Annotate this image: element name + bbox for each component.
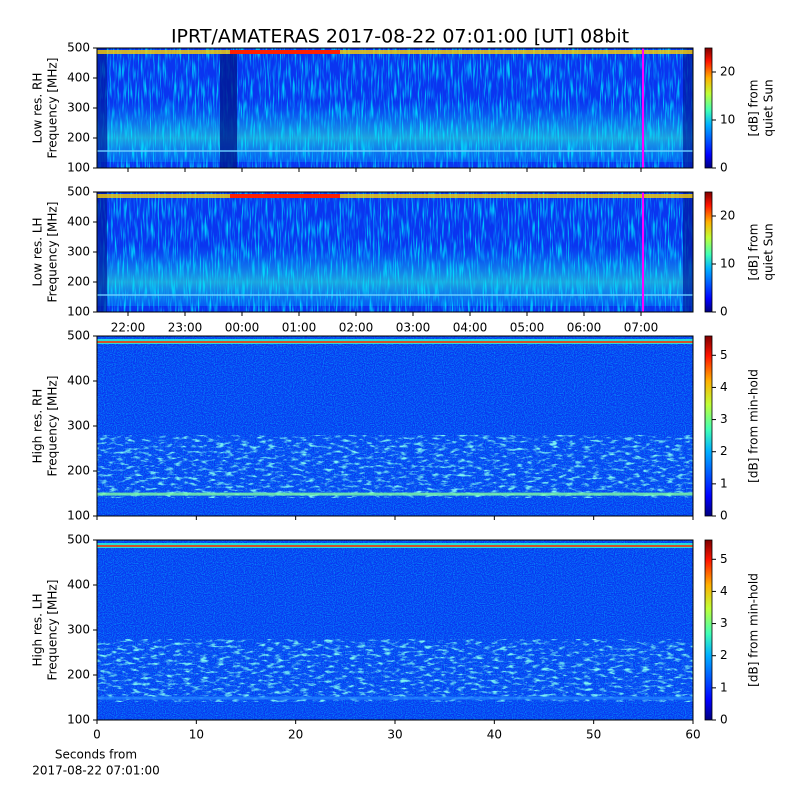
x-tick-label: 50 bbox=[586, 728, 601, 742]
x-tick-label: 40 bbox=[487, 728, 502, 742]
spectrogram-top bbox=[97, 341, 693, 343]
spectrogram-edge bbox=[97, 48, 107, 168]
spectrogram-line bbox=[97, 150, 693, 152]
spectrogram-noise bbox=[97, 639, 693, 702]
y-axis-label: Low res. LH bbox=[31, 217, 45, 286]
y-tick-label: 100 bbox=[67, 305, 90, 319]
colorbar bbox=[704, 47, 713, 169]
figure-title: IPRT/AMATERAS 2017-08-22 07:01:00 [UT] 0… bbox=[171, 26, 629, 48]
spectrogram-line bbox=[97, 696, 693, 700]
spectrogram-top bbox=[230, 194, 340, 198]
colorbar-tick-label: 4 bbox=[720, 380, 728, 394]
y-tick-label: 400 bbox=[67, 215, 90, 229]
spectrogram-noise bbox=[97, 48, 693, 168]
y-tick-label: 200 bbox=[67, 464, 90, 478]
y-tick-label: 200 bbox=[67, 131, 90, 145]
y-tick-label: 500 bbox=[67, 329, 90, 343]
x-tick-label: 02:00 bbox=[339, 321, 374, 335]
y-tick-label: 300 bbox=[67, 245, 90, 259]
colorbar-tick-label: 0 bbox=[720, 509, 728, 523]
x-tick-label: 20 bbox=[288, 728, 303, 742]
y-tick-label: 400 bbox=[67, 578, 90, 592]
y-tick-label: 100 bbox=[67, 161, 90, 175]
colorbar-tick-label: 2 bbox=[720, 444, 728, 458]
x-tick-label: 06:00 bbox=[567, 321, 602, 335]
y-axis-label: Low res. RH bbox=[31, 73, 45, 144]
x-tick-label: 30 bbox=[387, 728, 402, 742]
colorbar-tick-label: 1 bbox=[720, 680, 728, 694]
colorbar bbox=[704, 539, 713, 721]
y-tick-label: 400 bbox=[67, 374, 90, 388]
y-tick-label: 100 bbox=[67, 713, 90, 727]
colorbar-tick-label: 0 bbox=[720, 305, 728, 319]
spectrogram-noise bbox=[97, 192, 693, 312]
colorbar-tick-label: 2 bbox=[720, 648, 728, 662]
x-tick-label: 01:00 bbox=[282, 321, 317, 335]
spectrogram-noise bbox=[97, 435, 693, 498]
x-tick-label: 60 bbox=[685, 728, 700, 742]
y-tick-label: 400 bbox=[67, 71, 90, 85]
colorbar-tick-label: 20 bbox=[720, 209, 735, 223]
colorbar-label: [dB] from min-hold bbox=[747, 573, 761, 687]
y-tick-label: 300 bbox=[67, 419, 90, 433]
colorbar-tick-label: 0 bbox=[720, 713, 728, 727]
y-axis-label: High res. RH bbox=[31, 389, 45, 464]
y-axis-label: Frequency [MHz] bbox=[46, 580, 60, 681]
spectrogram-line bbox=[97, 492, 693, 496]
colorbar-label: [dB] from bbox=[747, 224, 761, 281]
colorbar-tick-label: 4 bbox=[720, 584, 728, 598]
colorbar-tick-label: 0 bbox=[720, 161, 728, 175]
x-tick-label: 05:00 bbox=[510, 321, 545, 335]
y-tick-label: 500 bbox=[67, 185, 90, 199]
y-tick-label: 200 bbox=[67, 668, 90, 682]
colorbar bbox=[704, 191, 713, 313]
x-tick-label: 10 bbox=[189, 728, 204, 742]
y-axis-label: Frequency [MHz] bbox=[46, 58, 60, 159]
colorbar-tick-label: 20 bbox=[720, 65, 735, 79]
colorbar-tick-label: 1 bbox=[720, 476, 728, 490]
y-axis-label: Frequency [MHz] bbox=[46, 202, 60, 303]
y-tick-label: 300 bbox=[67, 623, 90, 637]
spectrogram-top bbox=[230, 50, 340, 54]
colorbar-label: [dB] from bbox=[747, 80, 761, 137]
x-tick-label: 00:00 bbox=[225, 321, 260, 335]
spectrogram-edge bbox=[97, 192, 107, 312]
colorbar-tick-label: 5 bbox=[720, 552, 728, 566]
x-tick-label: 07:00 bbox=[624, 321, 659, 335]
y-tick-label: 500 bbox=[67, 41, 90, 55]
x-tick-label: 0 bbox=[93, 728, 101, 742]
y-axis-label: High res. LH bbox=[31, 593, 45, 666]
y-tick-label: 300 bbox=[67, 101, 90, 115]
spectrogram-top bbox=[97, 545, 693, 547]
y-tick-label: 500 bbox=[67, 533, 90, 547]
spectrogram-gap bbox=[220, 54, 237, 168]
spectrogram-line bbox=[97, 294, 693, 296]
colorbar-tick-label: 10 bbox=[720, 113, 735, 127]
x-axis-label: Seconds from bbox=[55, 748, 137, 762]
x-tick-label: 23:00 bbox=[168, 321, 203, 335]
y-tick-label: 100 bbox=[67, 509, 90, 523]
colorbar bbox=[704, 335, 713, 517]
spectrogram-top bbox=[97, 194, 693, 198]
colorbar-tick-label: 10 bbox=[720, 257, 735, 271]
colorbar-label: [dB] from min-hold bbox=[747, 369, 761, 483]
y-tick-label: 200 bbox=[67, 275, 90, 289]
colorbar-tick-label: 5 bbox=[720, 348, 728, 362]
x-axis-label: 2017-08-22 07:01:00 bbox=[32, 764, 159, 778]
y-axis-label: Frequency [MHz] bbox=[46, 376, 60, 477]
colorbar-label: quiet Sun bbox=[762, 223, 776, 280]
spectrogram-top bbox=[97, 50, 693, 54]
x-tick-label: 22:00 bbox=[111, 321, 146, 335]
x-tick-label: 04:00 bbox=[453, 321, 488, 335]
spectrogram-edge bbox=[683, 192, 693, 312]
colorbar-tick-label: 3 bbox=[720, 412, 728, 426]
colorbar-label: quiet Sun bbox=[762, 79, 776, 136]
colorbar-tick-label: 3 bbox=[720, 616, 728, 630]
x-tick-label: 03:00 bbox=[396, 321, 431, 335]
spectrogram-edge bbox=[683, 48, 693, 168]
